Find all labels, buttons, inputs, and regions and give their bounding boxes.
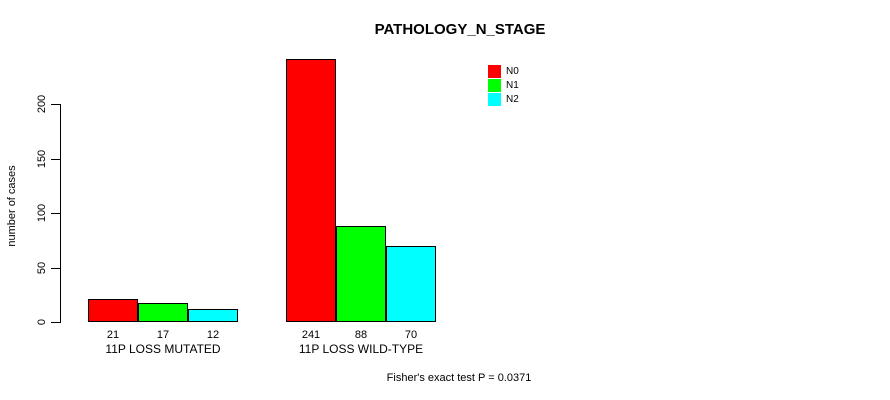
legend-item: N2 xyxy=(488,92,519,106)
legend-color-swatch-n0 xyxy=(488,64,501,78)
annotation-text: Fisher's exact test P = 0.0371 xyxy=(386,372,532,384)
bar-n0-group1 xyxy=(88,299,138,322)
chart-title: PATHOLOGY_N_STAGE xyxy=(374,21,546,38)
legend-label: N1 xyxy=(506,79,519,91)
y-axis-tick-label: 150 xyxy=(36,149,48,168)
y-axis-tick xyxy=(51,267,60,269)
bar-value-label: 88 xyxy=(354,329,368,341)
y-axis-tick xyxy=(51,322,60,323)
legend: N0 N1 N2 xyxy=(488,64,519,106)
y-axis-tick-label: 200 xyxy=(36,94,48,114)
legend-color-swatch-n1 xyxy=(488,78,501,92)
bar-value-label: 12 xyxy=(206,329,220,341)
y-axis-tick-label: 50 xyxy=(36,261,48,274)
y-axis-tick-label: 0 xyxy=(36,318,48,326)
bar-n2-group1 xyxy=(188,309,238,322)
legend-label: N2 xyxy=(506,93,519,105)
legend-label: N0 xyxy=(506,65,519,77)
bar-value-label: 70 xyxy=(404,329,418,341)
y-axis-label: number of cases xyxy=(6,165,18,247)
y-axis-tick xyxy=(51,213,60,214)
y-axis-tick xyxy=(51,158,60,160)
legend-item: N0 xyxy=(488,64,519,78)
y-axis-line xyxy=(60,104,61,323)
legend-color-swatch-n2 xyxy=(488,92,501,106)
y-axis-tick xyxy=(51,104,60,105)
bar-value-label: 21 xyxy=(106,329,120,341)
bar-n1-group2 xyxy=(336,226,386,322)
x-axis-category-label: 11P LOSS WILD-TYPE xyxy=(298,342,424,356)
x-axis-category-label: 11P LOSS MUTATED xyxy=(105,342,221,356)
bar-n0-group2 xyxy=(286,59,336,322)
y-axis-tick-label: 100 xyxy=(36,203,48,223)
legend-item: N1 xyxy=(488,78,519,92)
bar-n2-group2 xyxy=(386,246,436,322)
bar-value-label: 17 xyxy=(156,329,170,341)
bar-value-label: 241 xyxy=(301,329,321,341)
bar-n1-group1 xyxy=(138,303,188,322)
